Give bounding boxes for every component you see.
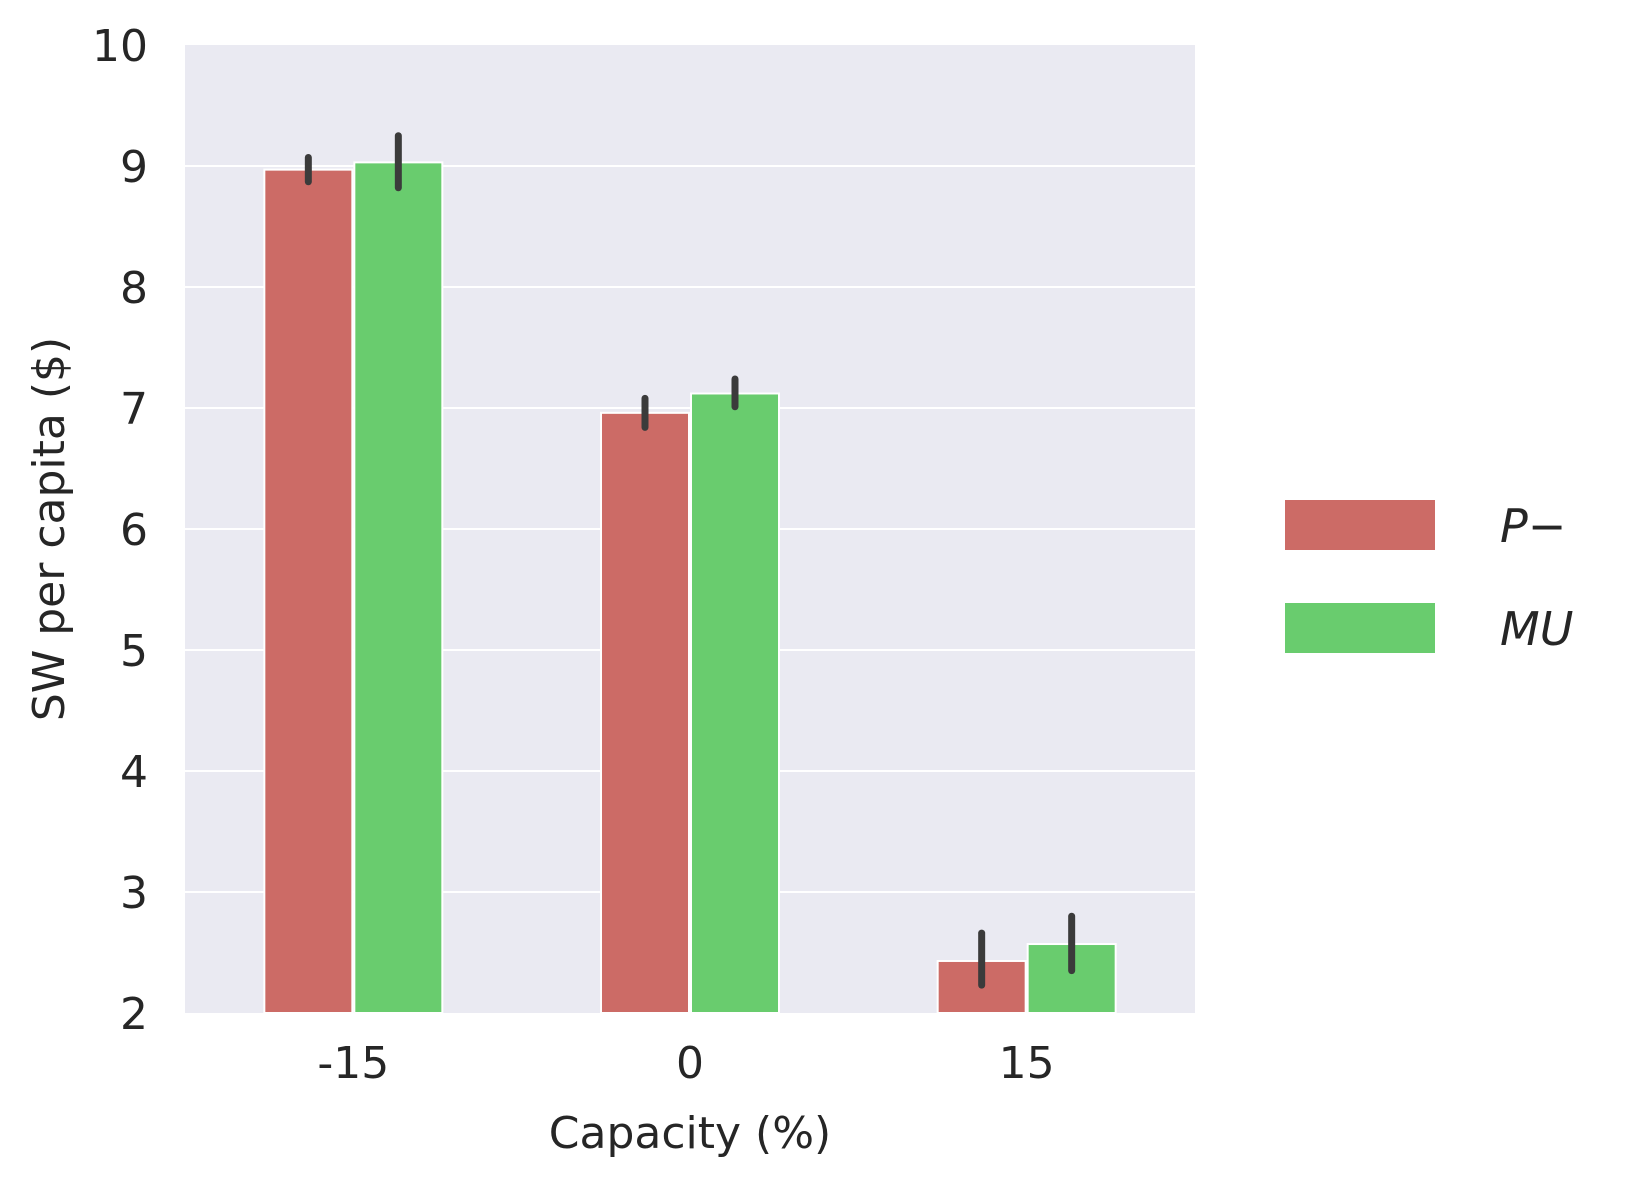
y-tick-label: 3: [120, 868, 148, 919]
x-tick-labels: -15 0 15: [317, 1038, 1054, 1089]
legend: P− MU: [1285, 499, 1573, 656]
y-tick-labels: 2 3 4 5 6 7 8 9 10: [92, 21, 148, 1040]
y-tick-label: 4: [120, 747, 148, 798]
bar-0-1: [690, 392, 780, 1015]
legend-swatch-p-minus: [1285, 500, 1435, 550]
x-axis-label: Capacity (%): [549, 1108, 831, 1159]
legend-label-p-minus: P−: [1500, 499, 1566, 553]
y-tick-label: 8: [120, 263, 148, 314]
x-tick-label: -15: [317, 1038, 389, 1089]
bar-0-0: [600, 411, 690, 1014]
bars: [263, 161, 1117, 1015]
legend-label-mu: MU: [1500, 602, 1573, 656]
legend-swatch-mu: [1285, 603, 1435, 653]
y-tick-label: 7: [120, 384, 148, 435]
y-tick-label: 2: [120, 989, 148, 1040]
x-tick-label: 15: [999, 1038, 1055, 1089]
y-tick-label: 5: [120, 626, 148, 677]
x-tick-label: 0: [676, 1038, 704, 1089]
y-tick-label: 6: [120, 505, 148, 556]
y-tick-label: 10: [92, 21, 148, 72]
bar--15-1: [353, 161, 444, 1014]
y-axis-label: SW per capita ($): [24, 337, 75, 721]
error-bars: [304, 132, 1076, 989]
y-tick-label: 9: [120, 142, 148, 193]
bar--15-0: [263, 168, 354, 1014]
